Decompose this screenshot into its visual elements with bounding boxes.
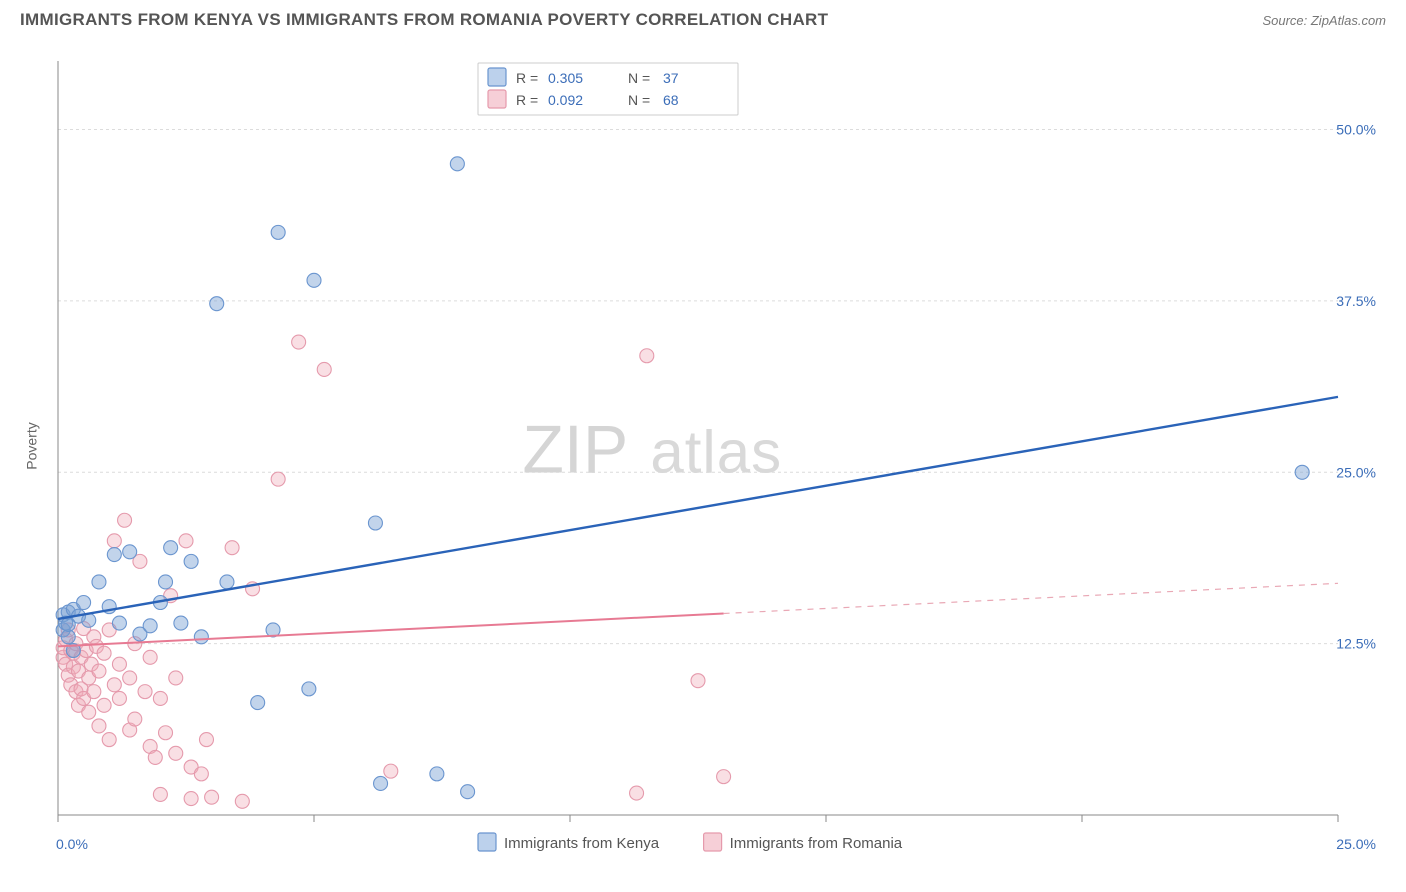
data-point <box>302 682 316 696</box>
data-point <box>251 696 265 710</box>
legend-r-label: R = <box>516 70 538 86</box>
data-point <box>77 596 91 610</box>
y-tick-label: 37.5% <box>1336 293 1376 309</box>
x-tick-label: 0.0% <box>56 836 88 852</box>
legend-swatch <box>488 68 506 86</box>
data-point <box>235 794 249 808</box>
data-point <box>153 691 167 705</box>
data-point <box>184 554 198 568</box>
data-point <box>179 534 193 548</box>
y-axis-label: Poverty <box>24 422 40 469</box>
legend-swatch <box>488 90 506 108</box>
data-point <box>97 698 111 712</box>
data-point <box>112 616 126 630</box>
data-point <box>174 616 188 630</box>
chart-source: Source: ZipAtlas.com <box>1262 13 1386 28</box>
legend-r-label: R = <box>516 92 538 108</box>
chart-title: IMMIGRANTS FROM KENYA VS IMMIGRANTS FROM… <box>20 10 828 30</box>
data-point <box>128 712 142 726</box>
legend-r-value: 0.305 <box>548 70 583 86</box>
data-point <box>225 541 239 555</box>
data-point <box>123 545 137 559</box>
data-point <box>138 685 152 699</box>
data-point <box>292 335 306 349</box>
legend-r-value: 0.092 <box>548 92 583 108</box>
trend-line-romania <box>58 613 724 646</box>
data-point <box>97 646 111 660</box>
legend-bottom-label: Immigrants from Kenya <box>504 835 660 852</box>
data-point <box>92 575 106 589</box>
data-point <box>210 297 224 311</box>
legend-n-label: N = <box>628 70 650 86</box>
legend-n-label: N = <box>628 92 650 108</box>
data-point <box>220 575 234 589</box>
data-point <box>92 664 106 678</box>
data-point <box>112 691 126 705</box>
data-point <box>159 726 173 740</box>
legend-bottom-swatch <box>478 833 496 851</box>
legend-bottom-label: Immigrants from Romania <box>730 835 903 852</box>
data-point <box>374 776 388 790</box>
data-point <box>143 650 157 664</box>
legend-n-value: 37 <box>663 70 679 86</box>
data-point <box>82 705 96 719</box>
data-point <box>271 472 285 486</box>
data-point <box>271 225 285 239</box>
data-point <box>92 719 106 733</box>
data-point <box>717 770 731 784</box>
data-point <box>112 657 126 671</box>
data-point <box>450 157 464 171</box>
data-point <box>123 671 137 685</box>
data-point <box>630 786 644 800</box>
watermark-atlas: atlas <box>650 418 782 485</box>
data-point <box>159 575 173 589</box>
data-point <box>691 674 705 688</box>
data-point <box>169 746 183 760</box>
trend-line-romania-extrapolated <box>724 583 1338 613</box>
data-point <box>368 516 382 530</box>
data-point <box>384 764 398 778</box>
data-point <box>148 750 162 764</box>
chart-svg: 12.5% 25.0% 37.5% 50.0% 0.0% 25.0% ZIP atlas R =… <box>48 55 1380 855</box>
y-tick-label: 12.5% <box>1336 636 1376 652</box>
legend-n-value: 68 <box>663 92 679 108</box>
watermark-zip: ZIP <box>522 411 628 487</box>
data-point <box>87 685 101 699</box>
data-point <box>143 619 157 633</box>
data-point <box>194 630 208 644</box>
data-point <box>153 787 167 801</box>
data-point <box>199 733 213 747</box>
data-point <box>461 785 475 799</box>
data-point <box>184 792 198 806</box>
data-point <box>107 534 121 548</box>
data-point <box>164 541 178 555</box>
data-point <box>118 513 132 527</box>
data-point <box>102 733 116 747</box>
y-tick-label: 50.0% <box>1336 122 1376 138</box>
chart-header: IMMIGRANTS FROM KENYA VS IMMIGRANTS FROM… <box>0 0 1406 30</box>
data-point <box>640 349 654 363</box>
legend-bottom-swatch <box>704 833 722 851</box>
x-tick-label: 25.0% <box>1336 836 1376 852</box>
data-point <box>1295 465 1309 479</box>
data-point <box>194 767 208 781</box>
data-point <box>107 548 121 562</box>
data-point <box>169 671 183 685</box>
data-point <box>317 362 331 376</box>
y-tick-label: 25.0% <box>1336 464 1376 480</box>
data-point <box>430 767 444 781</box>
data-point <box>107 678 121 692</box>
plot-area: 12.5%25.0%37.5%50.0%0.0%25.0%ZIPatlasR =… <box>48 55 1380 815</box>
data-point <box>307 273 321 287</box>
data-point <box>205 790 219 804</box>
